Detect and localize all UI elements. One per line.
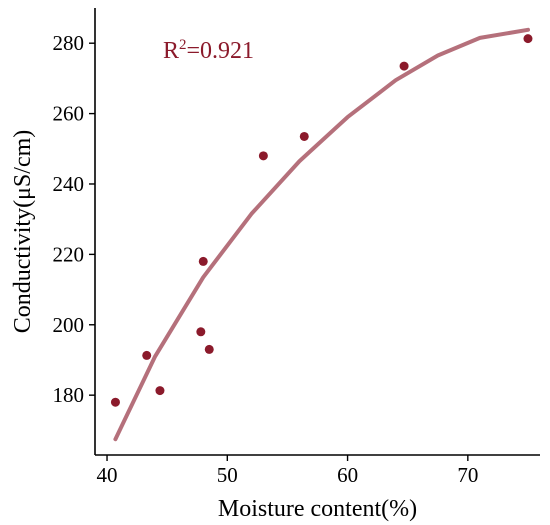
r-squared-annotation: R2=0.921 — [163, 37, 254, 64]
data-point — [198, 256, 208, 266]
data-point — [196, 327, 206, 337]
y-tick-label: 260 — [53, 102, 85, 126]
r-squared-value: =0.921 — [187, 38, 255, 64]
y-tick-label: 240 — [53, 172, 85, 196]
plot-area — [110, 27, 533, 442]
fit-curve-layer — [113, 27, 530, 442]
data-point — [299, 131, 309, 141]
y-tick-label: 200 — [53, 313, 85, 337]
data-point — [399, 61, 409, 71]
data-point — [155, 386, 165, 396]
y-tick-label: 220 — [53, 242, 85, 266]
r-squared-prefix: R — [163, 38, 179, 64]
y-ticks: 180 200 220 240 260 280 — [53, 31, 95, 407]
fit-curve — [113, 27, 530, 442]
axes: 40 50 60 70 180 200 220 240 260 280 — [53, 8, 540, 487]
data-point — [142, 350, 152, 360]
x-ticks: 40 50 60 70 — [97, 455, 478, 487]
y-axis-title: Conductivity(μS/cm) — [10, 130, 36, 334]
x-tick-label: 50 — [217, 463, 238, 487]
y-tick-label: 180 — [53, 383, 85, 407]
data-point — [523, 34, 533, 44]
x-tick-label: 40 — [97, 463, 118, 487]
x-tick-label: 60 — [337, 463, 358, 487]
data-points-layer — [110, 34, 533, 407]
data-point — [204, 344, 214, 354]
data-point — [110, 397, 120, 407]
data-point — [258, 151, 268, 161]
x-axis-title: Moisture content(%) — [218, 496, 417, 522]
r-squared-superscript: 2 — [179, 37, 187, 53]
x-tick-label: 70 — [457, 463, 478, 487]
y-tick-label: 280 — [53, 31, 85, 55]
